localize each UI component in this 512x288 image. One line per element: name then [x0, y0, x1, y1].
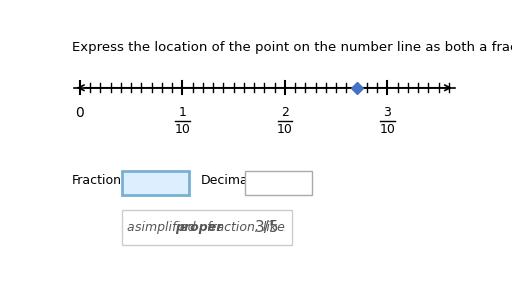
FancyBboxPatch shape [121, 171, 189, 195]
Text: a: a [127, 221, 139, 234]
Text: 10: 10 [277, 123, 293, 136]
Text: 0: 0 [75, 105, 84, 120]
Text: fraction, like: fraction, like [203, 221, 289, 234]
Text: simplified: simplified [135, 221, 199, 234]
Text: 10: 10 [175, 123, 190, 136]
Text: proper: proper [175, 221, 223, 234]
Text: Fraction:: Fraction: [72, 175, 126, 187]
Text: 10: 10 [379, 123, 395, 136]
Text: 1: 1 [179, 105, 186, 119]
FancyBboxPatch shape [121, 210, 292, 245]
FancyBboxPatch shape [245, 171, 312, 195]
Text: Express the location of the point on the number line as both a fraction and a de: Express the location of the point on the… [72, 41, 512, 54]
Text: 2: 2 [281, 105, 289, 119]
Text: 3/5: 3/5 [254, 220, 279, 235]
Text: 3: 3 [383, 105, 391, 119]
Text: Decimal:: Decimal: [201, 175, 257, 187]
